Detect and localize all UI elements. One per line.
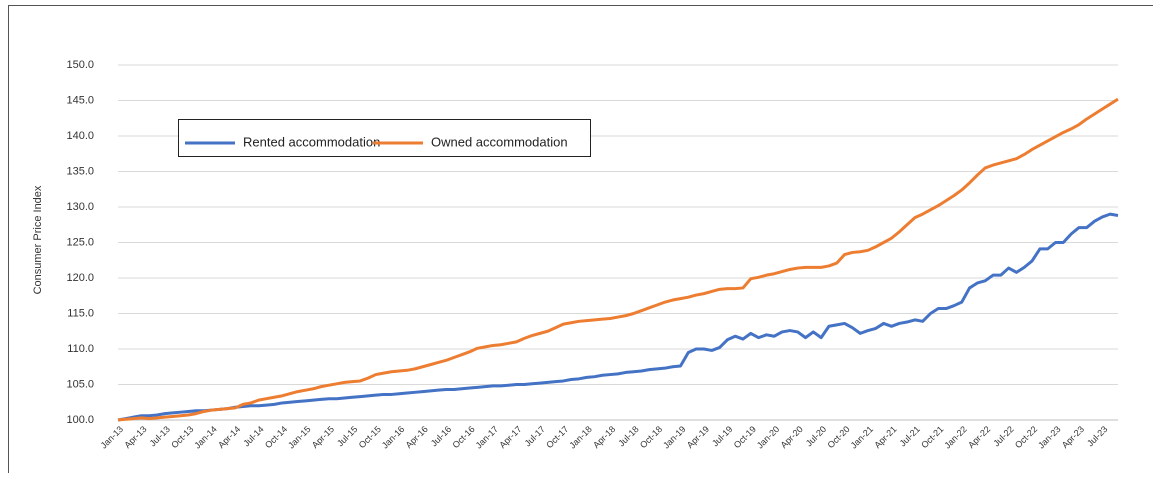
x-tick-label: Apr-13: [122, 424, 148, 450]
y-tick-label: 115.0: [67, 307, 94, 319]
x-tick-label: Oct-19: [732, 424, 758, 450]
x-tick-label: Jul-23: [1085, 424, 1109, 448]
x-tick-label: Oct-16: [450, 424, 476, 450]
x-tick-label: Jan-13: [99, 424, 126, 451]
x-tick-label: Oct-14: [263, 424, 289, 450]
x-tick-label: Apr-17: [497, 424, 523, 450]
chart-frame: [9, 6, 1153, 474]
y-tick-label: 110.0: [67, 343, 94, 355]
y-tick-label: 135.0: [66, 165, 94, 177]
x-tick-label: Oct-15: [357, 424, 383, 450]
x-tick-label: Jul-20: [804, 424, 828, 448]
x-tick-label: Apr-21: [872, 424, 898, 450]
x-tick-label: Jan-18: [567, 424, 594, 451]
x-tick-label: Jul-16: [429, 424, 453, 448]
y-tick-label: 100.0: [66, 414, 94, 426]
x-tick-label: Jan-20: [755, 424, 782, 451]
x-tick-label: Oct-22: [1013, 424, 1039, 450]
y-axis-title: Consumer Price Index: [32, 185, 44, 294]
x-tick-label: Jan-15: [286, 424, 313, 451]
y-tick-label: 140.0: [66, 130, 94, 142]
x-tick-label: Apr-15: [310, 424, 336, 450]
x-tick-label: Oct-18: [638, 424, 664, 450]
y-tick-label: 105.0: [66, 378, 94, 390]
x-tick-label: Jul-21: [898, 424, 922, 448]
y-tick-label: 130.0: [66, 201, 94, 213]
legend-label: Owned accommodation: [431, 134, 568, 149]
x-tick-label: Jul-14: [241, 424, 265, 448]
x-tick-label: Apr-16: [404, 424, 430, 450]
x-tick-label: Oct-20: [825, 424, 851, 450]
x-tick-label: Oct-17: [544, 424, 570, 450]
x-tick-label: Jan-22: [942, 424, 969, 451]
y-tick-label: 120.0: [66, 272, 94, 284]
x-tick-label: Jan-23: [1036, 424, 1063, 451]
x-tick-label: Oct-21: [919, 424, 945, 450]
x-tick-label: Oct-13: [169, 424, 195, 450]
x-tick-label: Jul-22: [991, 424, 1015, 448]
x-tick-label: Jul-13: [148, 424, 172, 448]
x-tick-label: Jul-19: [710, 424, 734, 448]
x-tick-label: Jan-14: [192, 424, 219, 451]
x-tick-label: Apr-20: [779, 424, 805, 450]
x-tick-label: Apr-14: [216, 424, 242, 450]
x-tick-label: Apr-23: [1060, 424, 1086, 450]
x-tick-label: Apr-19: [685, 424, 711, 450]
x-tick-label: Jul-15: [335, 424, 359, 448]
x-tick-label: Jan-21: [849, 424, 876, 451]
x-tick-label: Jan-17: [474, 424, 501, 451]
x-tick-label: Jul-18: [616, 424, 640, 448]
x-tick-label: Jul-17: [523, 424, 547, 448]
x-tick-label: Apr-22: [966, 424, 992, 450]
x-tick-label: Jan-19: [661, 424, 688, 451]
x-tick-label: Jan-16: [380, 424, 407, 451]
y-tick-label: 125.0: [66, 236, 94, 248]
x-tick-label: Apr-18: [591, 424, 617, 450]
y-tick-label: 145.0: [66, 94, 94, 106]
legend-label: Rented accommodation: [243, 134, 380, 149]
legend: Rented accommodation Owned accommodation: [179, 120, 591, 157]
y-tick-label: 150.0: [66, 59, 94, 71]
